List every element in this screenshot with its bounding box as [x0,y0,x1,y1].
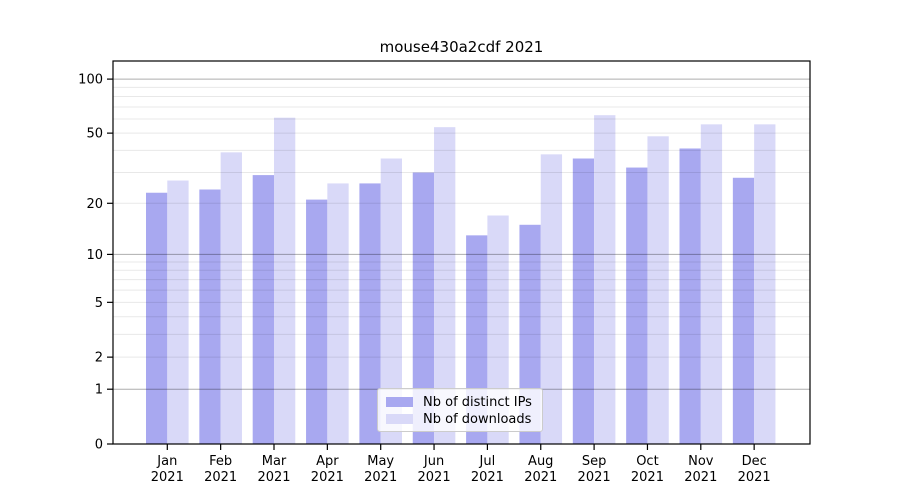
bar-downloads-sep [594,115,616,445]
x-tick-label-month: Nov [688,454,714,469]
x-tick-label-month: Oct [636,454,658,469]
x-tick-label-month: Apr [316,454,339,469]
legend-label-downloads: Nb of downloads [423,411,532,427]
bar-downloads-dec [754,124,776,444]
bar-downloads-feb [220,152,242,444]
x-tick-label-year: 2021 [524,470,557,485]
x-tick-label-month: Jul [479,454,496,469]
bar-downloads-aug [540,154,563,444]
y-tick-label: 20 [86,197,103,212]
x-tick-label-year: 2021 [364,470,397,485]
legend-swatch-distinct-ips [386,397,413,407]
bar-downloads-jul [487,215,509,444]
bar-distinct-ips-jun [412,172,435,444]
x-tick-label-year: 2021 [738,470,771,485]
bar-downloads-oct [647,136,669,445]
x-tick-label-year: 2021 [311,470,344,485]
bar-downloads-may [380,158,402,444]
legend-entry-distinct-ips: Nb of distinct IPs [386,394,534,410]
x-tick-label-month: Dec [742,454,767,469]
bar-distinct-ips-dec [732,177,755,444]
x-tick-label-year: 2021 [204,470,237,485]
y-tick-label: 2 [95,351,103,366]
bar-distinct-ips-sep [572,158,595,444]
y-tick-label: 10 [86,248,103,263]
x-tick-label-month: Jan [156,454,177,469]
x-tick-label-month: Mar [262,454,287,469]
y-tick-label: 0 [95,438,103,453]
bar-downloads-apr [327,183,349,445]
bar-distinct-ips-mar [252,175,274,444]
x-tick-label-month: Sep [582,454,607,469]
x-tick-label-year: 2021 [631,470,664,485]
bar-distinct-ips-feb [199,189,221,444]
x-tick-label-month: Feb [209,454,232,469]
y-tick-label: 1 [95,383,103,398]
chart-title: mouse430a2cdf 2021 [379,38,544,56]
x-tick-label-year: 2021 [471,470,504,485]
legend-entry-downloads: Nb of downloads [386,411,534,427]
x-tick-label-month: May [367,454,394,469]
bar-downloads-mar [274,117,296,444]
y-tick-label: 100 [78,73,103,88]
bar-distinct-ips-jan [146,192,168,444]
bar-downloads-nov [700,124,723,444]
bar-downloads-jun [434,127,456,444]
axes-frame [112,60,811,445]
x-tick-label-month: Aug [528,454,553,469]
bar-distinct-ips-may [359,183,381,445]
x-tick-label-year: 2021 [418,470,451,485]
x-tick-label-year: 2021 [257,470,290,485]
x-tick-label-year: 2021 [684,470,717,485]
x-tick-label-year: 2021 [151,470,184,485]
x-tick-label-month: Jun [423,454,444,469]
x-tick-label-year: 2021 [578,470,611,485]
bar-distinct-ips-apr [306,199,328,444]
bar-distinct-ips-oct [626,167,648,445]
legend: Nb of distinct IPs Nb of downloads [377,388,543,432]
y-tick-label: 5 [95,296,103,311]
legend-swatch-downloads [386,414,413,424]
legend-label-distinct-ips: Nb of distinct IPs [423,394,532,410]
bar-distinct-ips-nov [679,148,701,445]
y-tick-label: 50 [86,127,103,142]
bar-downloads-jan [167,180,189,445]
